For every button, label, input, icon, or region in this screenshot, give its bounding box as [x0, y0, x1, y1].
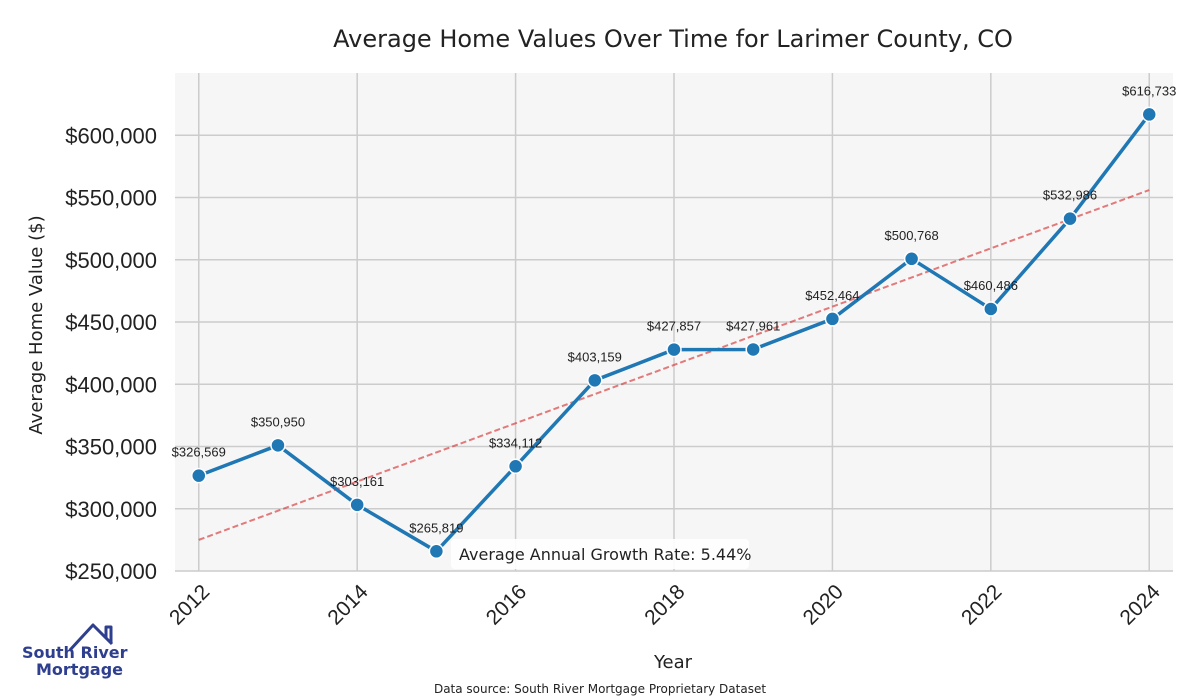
x-tick-label: 2014: [323, 580, 373, 630]
y-tick-label: $250,000: [65, 559, 157, 584]
data-point: [983, 301, 999, 317]
x-tick-label: 2020: [799, 580, 848, 629]
data-labels: $326,569 $350,950 $303,161 $265,819 $334,112…: [172, 83, 1177, 535]
data-point: [270, 437, 286, 454]
x-tick-label: 2016: [482, 580, 531, 629]
data-point: [666, 341, 682, 358]
data-label: $427,857: [647, 319, 701, 334]
x-axis-ticks: 2012 2014 2016 2018 2020 2022 2024: [165, 580, 1165, 630]
logo-line-2: Mortgage: [36, 660, 123, 679]
y-axis-ticks: $250,000 $300,000 $350,000 $400,000 $450,000…: [65, 123, 157, 584]
y-tick-label: $550,000: [65, 186, 157, 211]
data-label: $532,986: [1043, 188, 1097, 203]
data-point: [903, 251, 920, 267]
y-tick-label: $450,000: [65, 310, 157, 335]
data-point: [587, 372, 603, 389]
source-note: Data source: South River Mortgage Propri…: [434, 682, 766, 696]
growth-rate-annotation: Average Annual Growth Rate: 5.44%: [451, 539, 751, 569]
data-point: [191, 467, 207, 484]
trend-line: [198, 189, 1150, 541]
x-tick-label: 2024: [1115, 580, 1165, 630]
data-point: [1141, 106, 1157, 123]
x-axis-label: Year: [653, 652, 693, 673]
data-point: [428, 543, 445, 560]
data-point: [349, 497, 365, 513]
y-tick-label: $400,000: [65, 372, 157, 397]
data-label: $303,161: [330, 474, 384, 489]
data-label: $334,112: [489, 435, 542, 450]
data-point: [1062, 210, 1078, 227]
x-tick-label: 2018: [640, 580, 689, 629]
data-point: [507, 458, 524, 475]
x-tick-label: 2022: [957, 580, 1006, 629]
data-label: $616,733: [1122, 83, 1176, 98]
data-label: $427,961: [726, 318, 780, 333]
data-label: $452,464: [805, 288, 859, 303]
y-tick-label: $600,000: [65, 123, 157, 148]
house-roof-icon: [68, 623, 114, 652]
data-label: $460,486: [964, 278, 1018, 293]
chart-title: Average Home Values Over Time for Larime…: [333, 25, 1013, 53]
data-label: $500,768: [885, 228, 939, 243]
y-tick-label: $500,000: [65, 248, 157, 273]
data-point: [745, 341, 761, 358]
y-tick-label: $300,000: [65, 497, 157, 522]
grid-lines: [175, 73, 1173, 572]
logo-line-1: South River: [22, 643, 128, 662]
y-axis-label: Average Home Value ($): [26, 215, 47, 434]
data-label: $403,159: [568, 349, 622, 364]
annotation-box: [451, 539, 749, 569]
data-label: $326,569: [172, 445, 226, 460]
x-tick-label: 2012: [165, 580, 214, 629]
annotation-text: Average Annual Growth Rate: 5.44%: [459, 545, 751, 564]
data-points: [191, 106, 1157, 560]
y-tick-label: $350,000: [65, 435, 157, 460]
data-point: [824, 311, 841, 327]
data-label: $350,950: [251, 414, 305, 429]
company-logo: South River Mortgage: [22, 623, 128, 679]
data-label: $265,819: [409, 520, 463, 535]
